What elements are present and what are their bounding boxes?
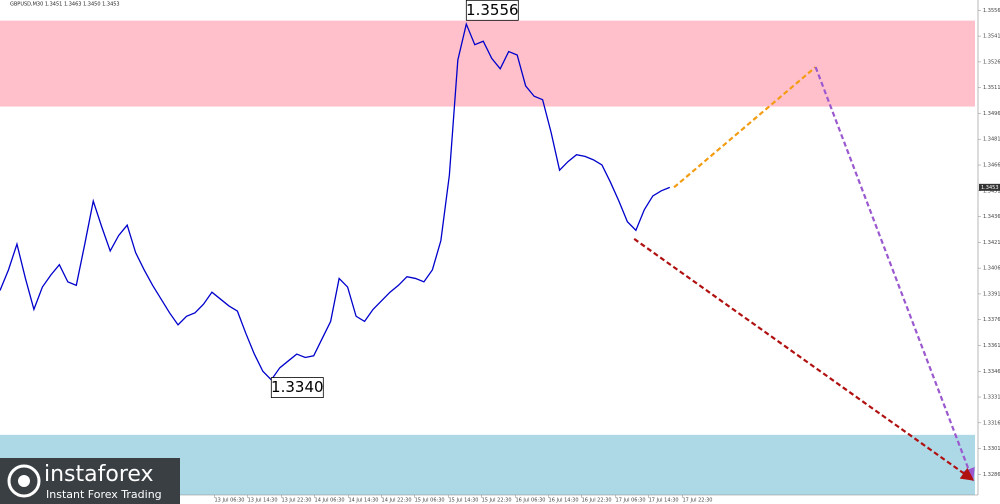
y-tick-label: 1.3361 bbox=[983, 343, 1000, 349]
x-tick-label: 14 Jul 22:30 bbox=[382, 498, 412, 504]
price-line bbox=[0, 21, 671, 381]
y-tick-label: 1.3526 bbox=[983, 59, 1000, 65]
x-tick-label: 13 Jul 22:30 bbox=[281, 498, 311, 504]
annotation-text: 1.3556 bbox=[466, 1, 519, 19]
x-tick-label: 17 Jul 14:30 bbox=[649, 498, 679, 504]
x-tick-label: 14 Jul 14:30 bbox=[348, 498, 378, 504]
annotation-box bbox=[270, 377, 324, 398]
price-tag-label: 1.3453 bbox=[981, 185, 999, 191]
price-tag bbox=[979, 183, 1000, 191]
x-tick-label: 17 Jul 06:30 bbox=[616, 498, 646, 504]
zone bbox=[0, 20, 975, 107]
annotation-box bbox=[465, 0, 519, 21]
annotation: 1.3340 bbox=[270, 377, 324, 398]
y-tick-label: 1.3331 bbox=[983, 395, 1000, 401]
y-tick-label: 1.3316 bbox=[983, 420, 1000, 426]
y-tick-label: 1.3436 bbox=[983, 214, 1000, 220]
x-tick-label: 13 Jul 14:30 bbox=[248, 498, 278, 504]
logo-name: instaforex bbox=[44, 462, 154, 487]
y-tick-label: 1.3481 bbox=[983, 137, 1000, 143]
forecast-arrow bbox=[633, 238, 975, 481]
y-tick-label: 1.3541 bbox=[983, 34, 1000, 40]
x-tick-label: 14 Jul 06:30 bbox=[315, 498, 345, 504]
y-tick-label: 1.3451 bbox=[983, 188, 1000, 194]
logo-icon bbox=[7, 464, 41, 498]
x-tick-label: 15 Jul 22:30 bbox=[482, 498, 512, 504]
x-tick-label: 16 Jul 22:30 bbox=[582, 498, 612, 504]
y-tick-label: 1.3496 bbox=[983, 111, 1000, 117]
y-tick-label: 1.3286 bbox=[983, 472, 1000, 478]
y-tick-label: 1.3511 bbox=[983, 85, 1000, 91]
forecast-arrow bbox=[814, 66, 975, 482]
x-tick-label: 15 Jul 06:30 bbox=[415, 498, 445, 504]
y-tick-label: 1.3301 bbox=[983, 446, 1000, 452]
x-tick-label: 15 Jul 14:30 bbox=[449, 498, 479, 504]
y-tick-label: 1.3406 bbox=[983, 266, 1000, 272]
y-tick-label: 1.3466 bbox=[983, 163, 1000, 169]
chart-title: GBPUSD,M30 1.3451 1.3463 1.3450 1.3453 bbox=[10, 2, 120, 8]
y-tick-label: 1.3391 bbox=[983, 291, 1000, 297]
logo-tagline: Instant Forex Trading bbox=[46, 488, 162, 501]
x-tick-label: 16 Jul 14:30 bbox=[549, 498, 579, 504]
x-tick-label: 16 Jul 06:30 bbox=[515, 498, 545, 504]
annotation-text: 1.3340 bbox=[271, 378, 324, 396]
y-tick-label: 1.3421 bbox=[983, 240, 1000, 246]
x-tick-label: 17 Jul 22:30 bbox=[683, 498, 713, 504]
y-tick-label: 1.3556 bbox=[983, 8, 1000, 14]
y-tick-label: 1.3376 bbox=[983, 317, 1000, 323]
x-tick-label: 13 Jul 06:30 bbox=[215, 498, 245, 504]
annotation: 1.3556 bbox=[465, 0, 519, 21]
y-tick-label: 1.3346 bbox=[983, 369, 1000, 375]
logo: instaforex Instant Forex Trading bbox=[0, 458, 180, 504]
forecast-arrow bbox=[673, 66, 817, 189]
